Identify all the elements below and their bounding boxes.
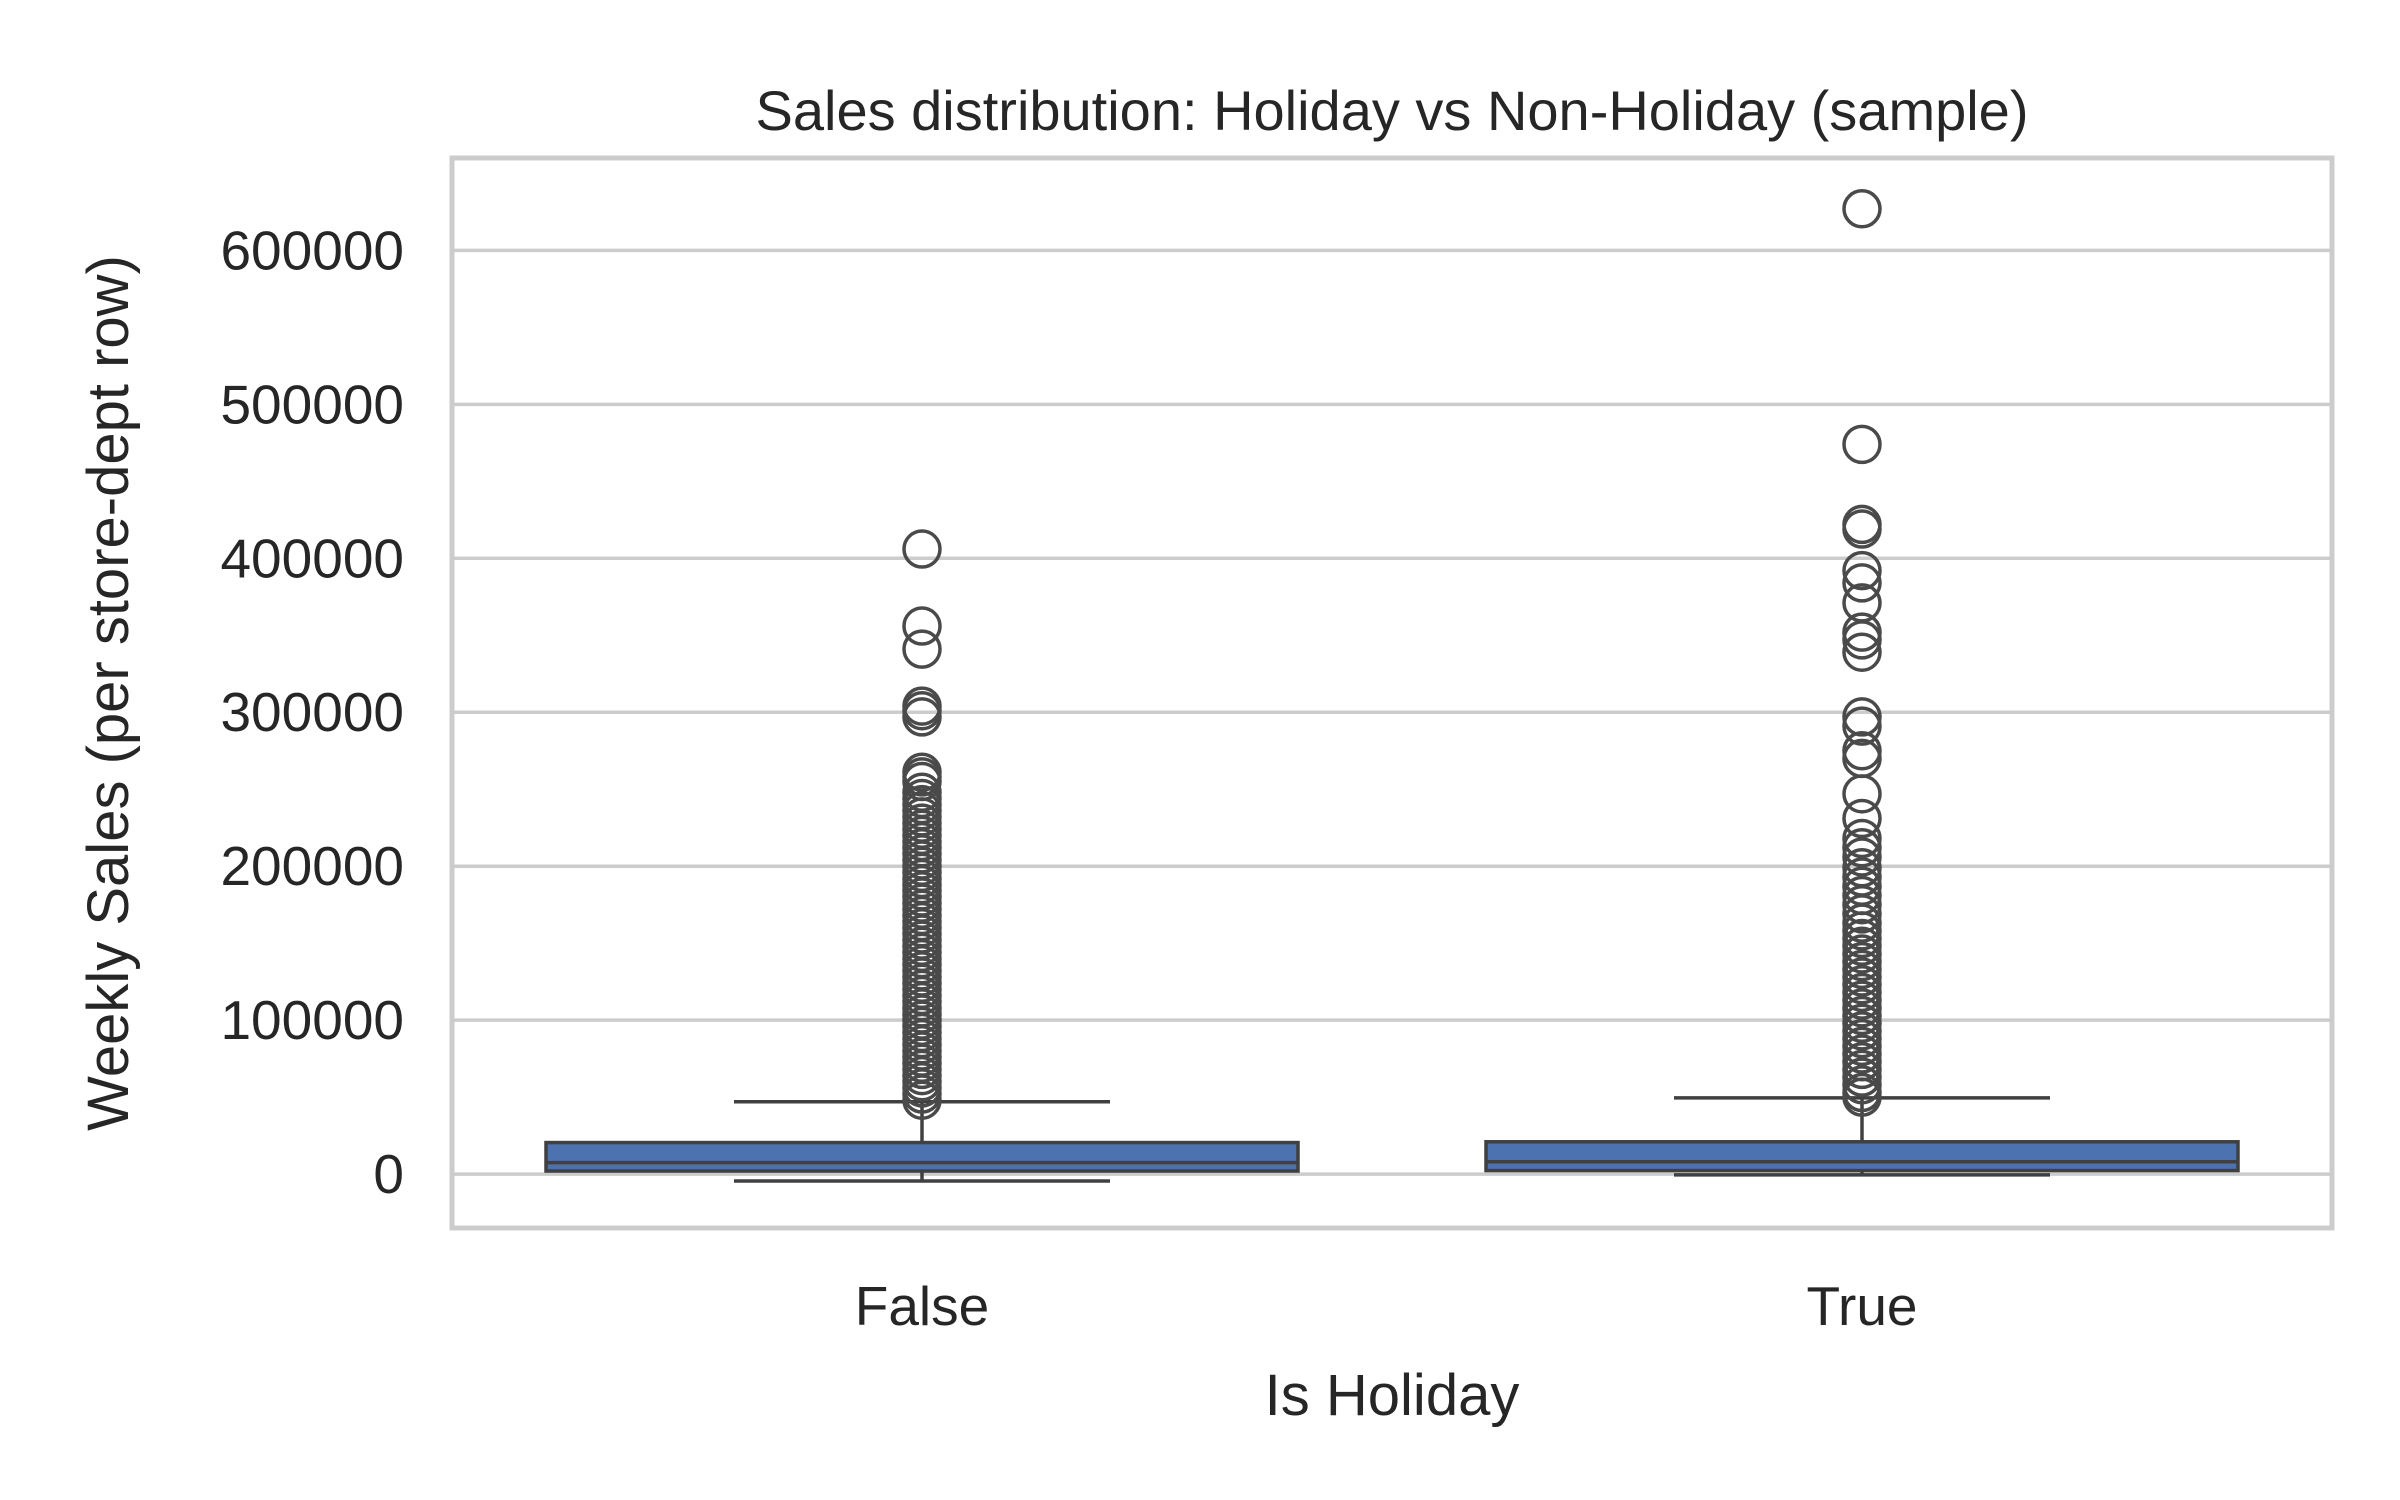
iqr-box (1484, 1140, 2240, 1173)
x-axis-label: Is Holiday (1265, 1363, 1520, 1428)
y-tick-label: 200000 (220, 835, 404, 897)
y-tick-label: 0 (373, 1143, 404, 1205)
outlier-point (1842, 798, 1882, 839)
outlier-point (1842, 818, 1882, 859)
outlier-point (1842, 894, 1882, 934)
tick-layer: 0 100000 200000 300000 400000 500000 600000 Fal… (220, 219, 1917, 1337)
outlier-point (1842, 774, 1882, 814)
box-group (544, 529, 1300, 1183)
outlier-point (902, 529, 942, 569)
outlier-point (902, 629, 942, 669)
outlier-point (1842, 827, 1882, 868)
outlier-point (1842, 563, 1882, 603)
outlier-point (1842, 730, 1882, 771)
chart-title: Sales distribution: Holiday vs Non-Holid… (756, 79, 2029, 142)
y-tick-label: 400000 (220, 527, 404, 589)
y-axis-label: Weekly Sales (per store-dept row) (76, 255, 141, 1131)
box-layer (544, 189, 2240, 1183)
outlier-point (1842, 189, 1882, 229)
outlier-point (902, 606, 942, 646)
outlier-point (1842, 620, 1882, 660)
outlier-point (1842, 837, 1882, 877)
y-tick-label: 300000 (220, 681, 404, 743)
outlier-point (1842, 884, 1882, 925)
box-group (1484, 189, 2240, 1177)
x-tick-label: False (855, 1275, 990, 1337)
outlier-point (902, 1080, 942, 1120)
grid-layer (452, 248, 2332, 1176)
y-tick-label: 100000 (220, 989, 404, 1051)
y-tick-label: 500000 (220, 373, 404, 435)
x-tick-label: True (1806, 1275, 1917, 1337)
outlier-point (1842, 550, 1882, 591)
outlier-point (902, 697, 942, 737)
iqr-box (544, 1140, 1300, 1173)
plot-frame (449, 155, 2335, 1231)
outlier-point (1842, 632, 1882, 672)
outlier-point (1842, 697, 1882, 737)
y-tick-label: 600000 (220, 219, 404, 281)
outlier-point (1842, 424, 1882, 465)
outlier-point (1842, 509, 1882, 549)
outlier-point (1842, 1077, 1882, 1117)
outlier-point (1842, 706, 1882, 746)
